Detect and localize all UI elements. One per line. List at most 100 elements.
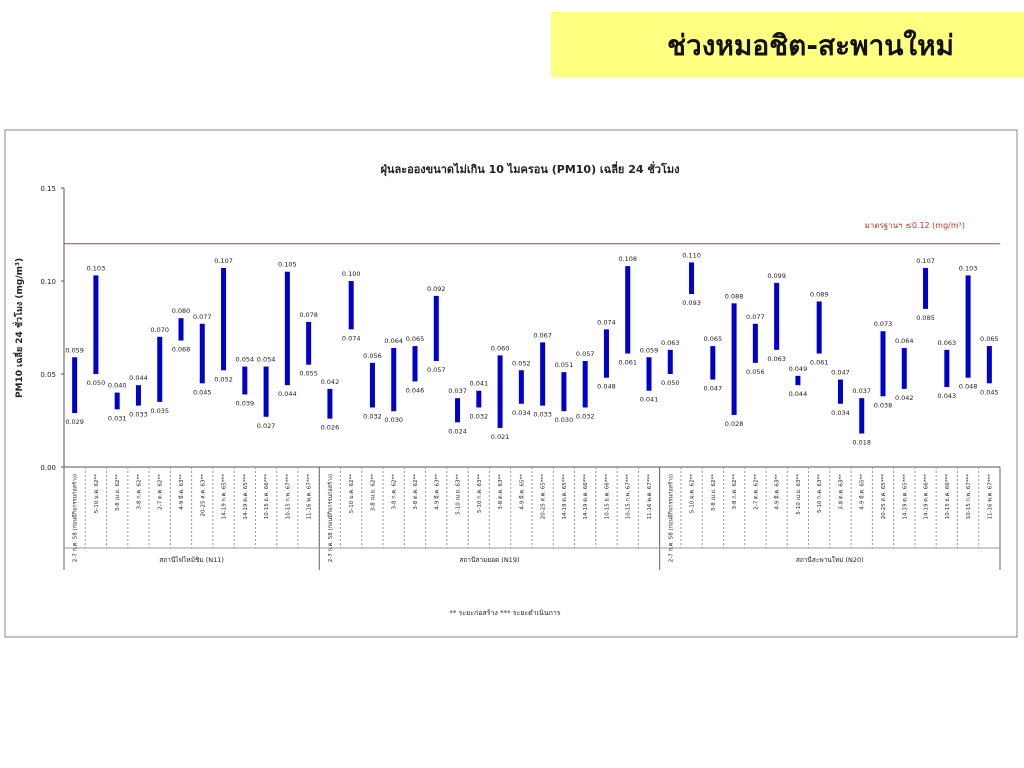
range-bar — [497, 355, 503, 428]
range-bar — [923, 267, 929, 309]
high-label: 0.037 — [448, 387, 467, 395]
high-label: 0.103 — [87, 264, 106, 272]
range-bar — [178, 318, 184, 341]
x-tick-label: 10-15 ก.พ. 67*** — [285, 474, 291, 519]
x-tick-label: 11-16 พ.ค. 67*** — [307, 474, 313, 520]
high-label: 0.059 — [65, 346, 84, 354]
low-label: 0.043 — [938, 392, 957, 400]
range-bar — [433, 295, 439, 361]
x-tick-label: 3-8 ต.ค. 63** — [838, 474, 844, 510]
x-tick-label: 14-19 ต.ค. 65*** — [243, 474, 249, 520]
range-bar — [795, 375, 801, 386]
range-bar — [540, 342, 546, 406]
x-tick-label: 20-25 ส.ค. 65*** — [880, 474, 887, 520]
x-tick-label: 5-10 ก.ค. 63** — [477, 474, 483, 513]
x-tick-label: 2-7 ต.ค. 62** — [753, 474, 759, 510]
low-label: 0.045 — [193, 388, 212, 396]
range-bar — [710, 346, 716, 380]
high-label: 0.092 — [427, 285, 446, 293]
range-bar — [242, 366, 248, 395]
low-label: 0.068 — [172, 346, 191, 354]
low-label: 0.033 — [129, 411, 148, 419]
range-bar — [603, 329, 609, 378]
x-tick-label: 4-9 มี.ค. 63** — [774, 474, 781, 510]
high-label: 0.078 — [299, 311, 318, 319]
x-tick-label: 14-19 ต.ค. 66*** — [924, 474, 930, 520]
range-bar — [582, 360, 588, 408]
low-label: 0.052 — [214, 375, 233, 383]
high-label: 0.037 — [852, 387, 871, 395]
range-bar — [752, 323, 758, 363]
high-label: 0.099 — [767, 272, 786, 280]
x-tick-label: 10-15 ธ.ค. 66*** — [263, 474, 270, 520]
low-label: 0.018 — [852, 439, 871, 447]
range-bar — [667, 349, 673, 374]
x-tick-label: 3-8 ก.ค. 62** — [392, 474, 398, 510]
range-bar — [859, 398, 865, 434]
range-bar — [476, 390, 482, 408]
low-label: 0.041 — [640, 396, 659, 404]
low-label: 0.050 — [87, 379, 106, 387]
range-bar — [348, 281, 354, 330]
low-label: 0.029 — [65, 418, 84, 426]
x-tick-label: 10-15 ก.พ. 67*** — [966, 474, 972, 519]
high-label: 0.110 — [682, 251, 701, 259]
high-label: 0.089 — [810, 290, 829, 298]
x-tick-label: 10-15 ธ.ค. 66*** — [944, 474, 951, 520]
x-tick-label: 4-9 มี.ค. 65** — [518, 474, 525, 510]
high-label: 0.065 — [406, 335, 425, 343]
high-label: 0.107 — [214, 257, 233, 265]
range-bar — [284, 271, 290, 386]
high-label: 0.047 — [831, 369, 850, 377]
x-tick-label: 5-10 ม.ค. 62** — [349, 474, 355, 514]
low-label: 0.042 — [895, 394, 914, 402]
range-bar — [455, 398, 461, 423]
low-label: 0.021 — [491, 433, 510, 441]
range-bar — [199, 323, 205, 384]
low-label: 0.056 — [746, 368, 765, 376]
high-label: 0.042 — [321, 378, 340, 386]
range-bar — [263, 366, 269, 417]
x-tick-label: 14-19 ต.ค. 65*** — [562, 474, 568, 520]
low-label: 0.045 — [980, 388, 999, 396]
y-tick-label: 0.00 — [40, 464, 56, 472]
low-label: 0.034 — [831, 409, 850, 417]
x-tick-label: 4-9 มี.ค. 65** — [859, 474, 866, 510]
high-label: 0.041 — [470, 380, 489, 388]
high-label: 0.070 — [150, 326, 169, 334]
high-label: 0.107 — [916, 257, 935, 265]
x-tick-label: 10-15 ธ.ค. 66*** — [603, 474, 610, 520]
x-tick-label: 14-19 ก.ค. 65*** — [222, 474, 228, 519]
high-label: 0.054 — [257, 356, 276, 364]
low-label: 0.044 — [789, 390, 808, 398]
x-tick-label: 10-15 ก.พ. 67*** — [626, 474, 632, 519]
high-label: 0.056 — [363, 352, 382, 360]
low-label: 0.050 — [661, 379, 680, 387]
x-tick-label: 5-10 ม.ค. 62** — [94, 474, 100, 514]
range-bar — [72, 357, 78, 414]
x-tick-label: 2-7 ต.ค. 62** — [158, 474, 164, 510]
high-label: 0.080 — [172, 307, 191, 315]
high-label: 0.057 — [576, 350, 595, 358]
range-bar — [221, 267, 227, 371]
low-label: 0.057 — [427, 366, 446, 374]
high-label: 0.065 — [980, 335, 999, 343]
low-label: 0.063 — [767, 355, 786, 363]
range-bar — [135, 385, 141, 406]
range-bar — [518, 370, 524, 404]
high-label: 0.065 — [704, 335, 723, 343]
range-bar — [901, 347, 907, 389]
low-label: 0.032 — [576, 412, 595, 420]
high-label: 0.040 — [108, 382, 127, 390]
high-label: 0.073 — [874, 320, 893, 328]
range-bar — [689, 262, 695, 295]
low-label: 0.048 — [597, 383, 616, 391]
high-label: 0.044 — [129, 374, 148, 382]
x-tick-label: 4-9 มี.ค. 63** — [433, 474, 440, 510]
low-label: 0.046 — [406, 386, 425, 394]
high-label: 0.103 — [959, 264, 978, 272]
low-label: 0.028 — [725, 420, 744, 428]
range-bar — [327, 388, 333, 419]
high-label: 0.051 — [555, 361, 574, 369]
